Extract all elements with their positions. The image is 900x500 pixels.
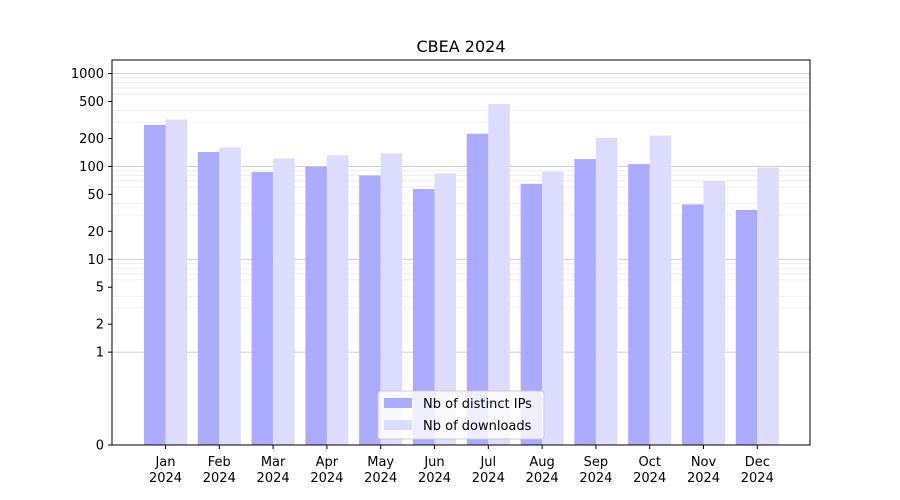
bar-distinct-ips-mar [251, 172, 274, 445]
legend-swatch-ips [384, 398, 412, 408]
x-tick-label: Apr 2024 [310, 455, 343, 486]
legend-swatch-downloads [384, 420, 412, 430]
bar-downloads-jan [165, 119, 187, 445]
y-axis-ticks: 0 1 2 5 10 20 50 100 200 500 1000 [71, 67, 112, 454]
x-tick-label: May 2024 [364, 455, 397, 486]
y-tick-label: 20 [87, 225, 104, 240]
y-tick-label: 200 [79, 132, 104, 147]
bar-distinct-ips-jul [466, 133, 489, 445]
x-tick-label: Jun 2024 [418, 455, 451, 486]
y-tick-label: 100 [79, 160, 104, 175]
bar-distinct-ips-sep [574, 159, 596, 445]
bar-downloads-sep [595, 137, 618, 445]
bar-distinct-ips-dec [735, 209, 758, 445]
y-tick-label: 500 [79, 95, 104, 110]
bar-distinct-ips-apr [305, 166, 327, 445]
y-tick-label: 5 [96, 281, 104, 296]
x-tick-label: Feb 2024 [203, 455, 236, 486]
y-tick-label: 10 [87, 253, 104, 268]
legend-label-downloads: Nb of downloads [423, 419, 532, 434]
bar-downloads-feb [219, 147, 241, 445]
bar-distinct-ips-oct [628, 164, 650, 445]
bar-downloads-mar [273, 158, 295, 445]
plot-frame [111, 59, 811, 446]
x-tick-label: Sep 2024 [579, 455, 612, 486]
x-tick-label: Aug 2024 [526, 455, 559, 486]
y-tick-label: 1 [96, 346, 104, 361]
y-tick-label: 50 [87, 188, 104, 203]
x-tick-label: Mar 2024 [257, 455, 290, 486]
bar-distinct-ips-aug [520, 183, 543, 446]
bar-downloads-oct [649, 135, 672, 445]
legend-label-ips: Nb of distinct IPs [423, 397, 532, 412]
bar-downloads-jul [488, 104, 510, 445]
bar-distinct-ips-jan [144, 124, 166, 446]
x-axis-ticks: Jan 2024 Feb 2024 Mar 2024 Apr 2024 May 2024 Jun 20… [149, 445, 774, 486]
bar-downloads-nov [703, 180, 725, 446]
x-tick-label: Jul 2024 [472, 455, 505, 486]
bar-downloads-may [380, 153, 403, 445]
x-tick-label: Dec 2024 [741, 455, 774, 486]
bar-downloads-jun [434, 173, 456, 446]
bar-downloads-aug [542, 171, 564, 446]
chart-title: CBEA 2024 [416, 37, 505, 56]
y-tick-label: 0 [96, 439, 104, 454]
y-tick-label: 1000 [71, 67, 104, 82]
bar-downloads-apr [326, 155, 349, 445]
bars [144, 104, 779, 446]
x-tick-label: Nov 2024 [687, 455, 720, 486]
bar-distinct-ips-feb [197, 152, 220, 445]
y-tick-label: 2 [96, 318, 104, 333]
bar-distinct-ips-jun [413, 189, 435, 445]
x-tick-label: Jan 2024 [149, 455, 182, 486]
legend: Nb of distinct IPs Nb of downloads [377, 390, 545, 440]
bar-downloads-dec [757, 167, 779, 445]
bar-distinct-ips-nov [682, 204, 704, 445]
x-tick-label: Oct 2024 [633, 455, 666, 486]
legend-box [377, 390, 545, 440]
bar-distinct-ips-may [359, 175, 381, 446]
